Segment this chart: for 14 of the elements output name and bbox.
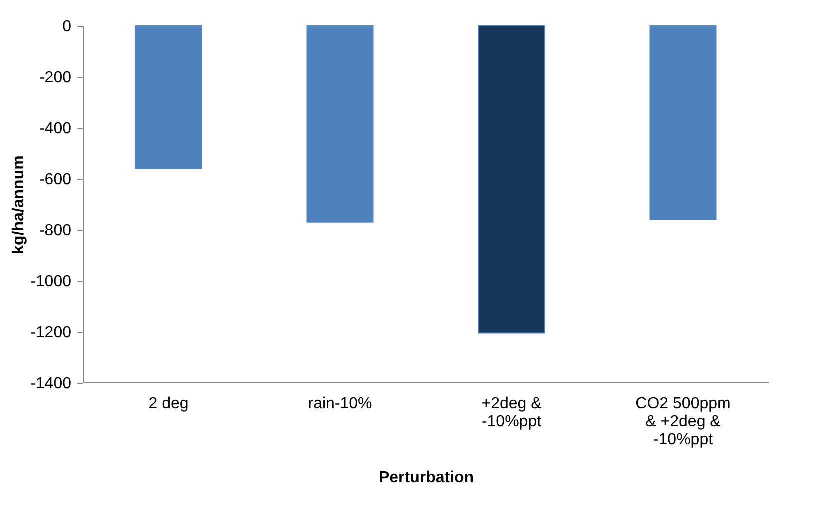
y-tick-label: -1000	[30, 274, 72, 290]
x-axis-title: Perturbation	[378, 470, 474, 486]
y-axis-title: kg/ha/annum	[10, 156, 28, 254]
y-tick-label: -400	[39, 120, 72, 138]
y-tick-label: 0	[62, 18, 72, 36]
x-tick-label: +2deg & -10%ppt	[482, 396, 542, 430]
x-tick-label: 2 deg	[148, 396, 189, 412]
y-tick-label: -600	[39, 172, 72, 188]
y-tick-label: -1200	[30, 324, 72, 342]
x-tick-label: CO2 500ppm & +2deg & -10%ppt	[636, 396, 731, 448]
y-tick-label: -200	[39, 70, 72, 86]
y-tick-label: -800	[39, 222, 72, 240]
y-tick-label: -1400	[30, 376, 72, 392]
x-tick-label: rain-10%	[308, 396, 372, 412]
